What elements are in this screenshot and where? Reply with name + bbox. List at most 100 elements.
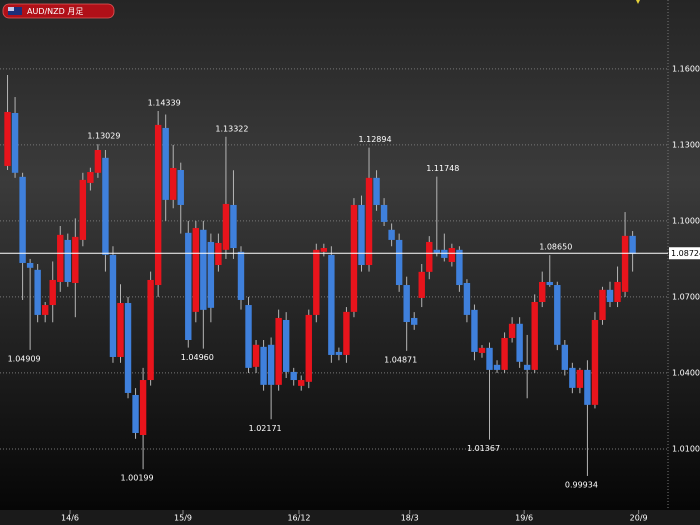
high-label: 1.13029: [87, 132, 120, 141]
candle-body: [245, 305, 252, 368]
candle-body: [531, 301, 538, 370]
x-axis-band: [0, 510, 700, 525]
high-label: 1.14339: [148, 98, 181, 107]
low-label: 1.04909: [8, 354, 41, 363]
candle-body: [290, 371, 297, 381]
candle-body: [614, 281, 621, 302]
candle-body: [170, 167, 177, 200]
plot-background: [0, 0, 700, 510]
candle-body: [87, 172, 94, 183]
candle-body: [463, 282, 471, 315]
candle-body: [343, 311, 350, 355]
candle-body: [478, 347, 486, 353]
candle-body: [230, 204, 237, 249]
x-tick-label: 14/6: [61, 514, 79, 523]
candle-body: [433, 249, 440, 253]
x-tick-label: 16/12: [287, 514, 310, 523]
chart-title: AUD/NZD 月足: [27, 7, 83, 16]
candle-body: [267, 344, 275, 385]
candle-body: [11, 112, 19, 173]
candle-body: [546, 281, 553, 286]
candle-body: [599, 289, 606, 320]
candle-body: [516, 323, 523, 362]
candle-body: [456, 249, 463, 286]
candle-body: [523, 364, 531, 370]
y-tick-label: 1.16000: [672, 64, 700, 73]
y-tick-label: 1.13000: [672, 140, 700, 149]
low-label: 1.02171: [249, 424, 282, 433]
candle-body: [237, 251, 245, 300]
high-label: 1.13322: [215, 124, 248, 133]
x-tick-label: 19/6: [515, 514, 533, 523]
candle-body: [79, 179, 87, 240]
low-label: 1.01367: [467, 444, 500, 453]
candle-body: [448, 248, 456, 262]
current-price-label: 1.08724: [671, 249, 700, 258]
candle-body: [350, 204, 358, 312]
candle-body: [508, 323, 516, 338]
candle-body: [200, 229, 207, 310]
candle-body: [109, 254, 117, 357]
candle-body: [441, 249, 448, 258]
candle-body: [554, 285, 561, 345]
marker-icon: [636, 0, 640, 4]
candle-body: [569, 367, 576, 388]
low-label: 1.04960: [181, 353, 214, 362]
x-tick-label: 15/9: [174, 514, 192, 523]
candle-body: [94, 149, 102, 173]
candle-body: [365, 177, 373, 266]
candle-body: [275, 317, 282, 385]
current-price-box: [669, 247, 700, 260]
candle-body: [124, 303, 132, 393]
high-label: 1.11748: [426, 164, 459, 173]
candle-body: [426, 241, 433, 272]
candle-body: [72, 236, 79, 283]
flag-icon: [8, 7, 22, 15]
candle-body: [177, 170, 184, 205]
candle-body: [591, 319, 599, 405]
candle-body: [102, 157, 109, 255]
candle-body: [493, 364, 501, 370]
candle-body: [305, 314, 312, 382]
x-tick-label: 18/3: [401, 514, 419, 523]
candle-body: [471, 309, 478, 352]
candle-body: [395, 239, 403, 286]
candle-body: [621, 235, 629, 292]
candle-body: [207, 241, 215, 308]
y-tick-label: 1.07000: [672, 292, 700, 301]
candle-body: [501, 337, 508, 370]
candle-body: [4, 111, 11, 166]
candle-body: [282, 319, 290, 372]
plot-layer: 1.16000 1.13000 1.10000 1.07000 1.04000 1.010…: [0, 64, 700, 523]
high-label: 1.12894: [358, 135, 391, 144]
candle-body: [192, 228, 200, 312]
candle-body: [26, 262, 34, 268]
candle-body: [64, 239, 71, 282]
candle-body: [252, 344, 260, 367]
candle-body: [584, 369, 591, 405]
low-label: 0.99934: [565, 480, 598, 489]
candle-body: [403, 285, 410, 323]
candle-body: [41, 305, 49, 315]
candle-body: [117, 303, 124, 357]
title-badge-bg: [2, 3, 115, 19]
flag-icon-corner: [8, 7, 14, 11]
candle-body: [328, 254, 335, 355]
candle-body: [154, 124, 162, 286]
x-tick-label: 20/9: [630, 514, 648, 523]
candle-body: [411, 317, 418, 325]
candle-body: [57, 234, 64, 282]
y-tick-label: 1.01000: [672, 444, 700, 453]
candle-body: [606, 289, 614, 302]
candle-body: [139, 380, 147, 436]
candle-body: [418, 271, 425, 298]
candle-body: [486, 347, 493, 370]
candle-body: [260, 346, 267, 385]
low-label: 1.00199: [121, 474, 154, 483]
candle-body: [19, 176, 26, 263]
candle-body: [185, 232, 192, 340]
candle-body: [373, 177, 380, 205]
candle-body: [313, 249, 320, 315]
title-badge: AUD/NZD 月足: [2, 3, 115, 19]
